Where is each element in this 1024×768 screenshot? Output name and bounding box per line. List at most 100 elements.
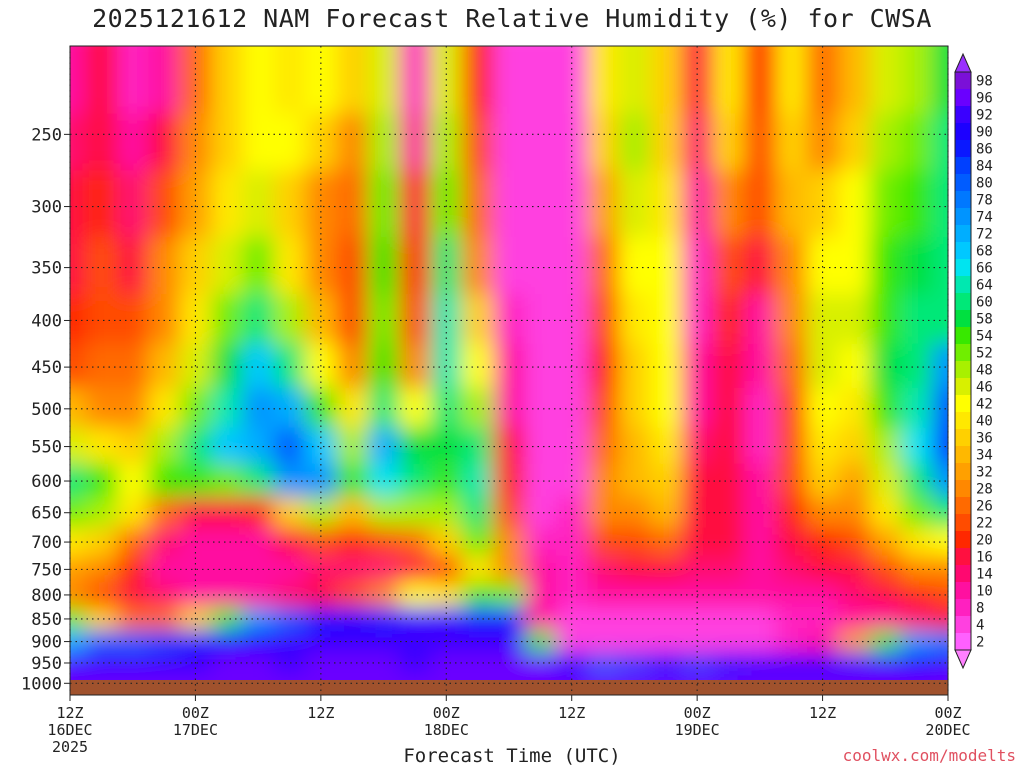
rh-cell — [117, 46, 149, 115]
rh-cell — [70, 463, 87, 498]
colorbar-swatch — [955, 429, 971, 447]
rh-cell — [712, 555, 745, 583]
y-tick-label: 900 — [31, 633, 62, 653]
rh-cell — [932, 170, 948, 238]
colorbar-swatch — [955, 72, 971, 90]
rh-cell — [587, 113, 620, 172]
rh-cell — [744, 294, 777, 345]
rh-cell — [744, 427, 777, 465]
rh-cell — [211, 343, 244, 389]
rh-cell — [117, 387, 149, 429]
colorbar-swatch — [955, 514, 971, 532]
rh-cell — [524, 343, 557, 389]
rh-cell — [493, 170, 526, 238]
rh-cell — [336, 343, 369, 389]
rh-cell — [587, 237, 620, 295]
y-tick-label: 250 — [31, 125, 62, 145]
rh-cell — [712, 237, 745, 295]
rh-cell — [117, 582, 149, 608]
rh-cell — [744, 113, 777, 172]
colorbar-swatch — [955, 225, 971, 243]
rh-cell — [273, 630, 306, 653]
rh-cell — [85, 294, 118, 345]
colorbar-swatch — [955, 548, 971, 566]
rh-cell — [117, 527, 149, 557]
y-tick-label: 300 — [31, 198, 62, 218]
rh-cell — [273, 294, 306, 345]
rh-cell — [70, 237, 87, 295]
rh-cell — [305, 387, 338, 429]
colorbar-label: 84 — [976, 159, 993, 175]
rh-cell — [618, 606, 651, 631]
rh-cell — [430, 237, 463, 295]
rh-cell — [712, 606, 745, 631]
rh-cell — [70, 582, 87, 608]
rh-cell — [399, 630, 432, 653]
chart-title: 2025121612 NAM Forecast Relative Humidit… — [92, 4, 932, 33]
rh-cell — [148, 294, 181, 345]
rh-cell — [650, 630, 683, 653]
rh-cell — [556, 237, 588, 295]
x-tick-label: 12Z — [56, 704, 83, 722]
rh-cell — [305, 630, 338, 653]
rh-cell — [524, 294, 557, 345]
rh-cell — [70, 46, 87, 115]
rh-cell — [838, 606, 871, 631]
rh-cell — [461, 387, 494, 429]
colorbar-label: 8 — [976, 601, 984, 617]
rh-cell — [493, 113, 526, 172]
colorbar-swatch — [955, 123, 971, 141]
credit-link[interactable]: coolwx.com/modelts — [842, 746, 1016, 765]
rh-cell — [399, 527, 432, 557]
y-tick-label: 500 — [31, 400, 62, 420]
rh-cell — [336, 606, 369, 631]
rh-cell — [273, 237, 306, 295]
rh-cell — [869, 652, 902, 674]
rh-cell — [618, 387, 651, 429]
rh-cell — [806, 496, 839, 528]
colorbar-label: 66 — [976, 261, 993, 277]
y-tick-label: 600 — [31, 472, 62, 492]
rh-cell — [869, 46, 902, 115]
colorbar-label: 26 — [976, 499, 993, 515]
rh-cell — [838, 496, 871, 528]
rh-cell — [461, 237, 494, 295]
y-tick-label: 450 — [31, 358, 62, 378]
rh-cell — [430, 170, 463, 238]
colorbar: 9896929086848078747268666460585452484642… — [954, 52, 993, 670]
y-tick-label: 750 — [31, 560, 62, 580]
colorbar-swatch — [955, 565, 971, 583]
rh-cell — [900, 343, 933, 389]
rh-cell — [367, 237, 400, 295]
x-tick-label: 00Z — [684, 704, 711, 722]
colorbar-label: 28 — [976, 482, 993, 498]
rh-cell — [932, 113, 948, 172]
colorbar-min-arrow — [954, 649, 972, 670]
rh-cell — [650, 527, 683, 557]
rh-cell — [493, 630, 526, 653]
rh-cell — [900, 237, 933, 295]
rh-cell — [744, 387, 777, 429]
x-tick-label: 12Z — [809, 704, 836, 722]
rh-cell — [493, 46, 526, 115]
rh-cell — [838, 652, 871, 674]
rh-cell — [806, 427, 839, 465]
rh-cell — [744, 496, 777, 528]
rh-cell — [85, 463, 118, 498]
rh-cell — [273, 606, 306, 631]
rh-cell — [179, 237, 212, 295]
rh-cell — [70, 555, 87, 583]
rh-cell — [932, 387, 948, 429]
rh-cell — [242, 113, 275, 172]
rh-cell — [838, 555, 871, 583]
rh-cell — [70, 113, 87, 172]
rh-cell — [744, 527, 777, 557]
rh-cell — [650, 606, 683, 631]
rh-cell — [430, 496, 463, 528]
rh-cell — [618, 113, 651, 172]
rh-cell — [399, 294, 432, 345]
rh-cell — [587, 630, 620, 653]
rh-cell — [399, 46, 432, 115]
rh-cell — [367, 170, 400, 238]
rh-cell — [179, 427, 212, 465]
